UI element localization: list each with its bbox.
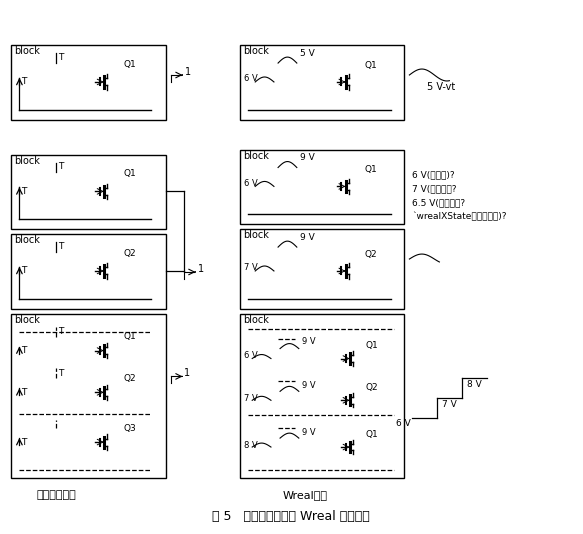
Bar [12,45,166,120]
Text: Q1: Q1 [124,60,136,68]
Bar [240,314,405,478]
Bar [12,234,166,309]
Text: T: T [58,52,64,61]
Text: 7 V: 7 V [442,400,457,409]
Text: Q1: Q1 [366,341,378,350]
Text: 6 V: 6 V [244,74,258,83]
Bar [12,314,166,478]
Text: Q1: Q1 [364,165,377,174]
Text: Q2: Q2 [124,248,136,257]
Text: block: block [243,46,269,56]
Text: 5 V-vt: 5 V-vt [427,82,455,92]
Text: T: T [58,327,64,336]
Text: 8 V: 8 V [244,441,258,450]
Text: Q1: Q1 [364,60,377,69]
Text: 9 V: 9 V [302,381,315,390]
Bar [240,229,405,309]
Text: www.ChinaAET.com: www.ChinaAET.com [265,291,374,301]
Text: 6 V: 6 V [244,179,258,188]
Text: T: T [58,162,64,171]
Text: T: T [22,187,27,196]
Text: block: block [15,46,40,56]
Text: T: T [22,346,27,355]
Text: Q1: Q1 [124,169,136,178]
Text: Q2: Q2 [124,374,136,383]
Text: 7 V(最大值）?: 7 V(最大值）? [412,184,457,193]
Text: 6 V: 6 V [396,419,410,428]
Text: Wreal模型: Wreal模型 [282,490,328,500]
Text: Q3: Q3 [124,423,136,433]
Text: block: block [15,155,40,166]
Text: Q1: Q1 [366,430,378,438]
Text: T: T [58,241,64,250]
Text: 6 V: 6 V [244,351,258,360]
Text: T: T [22,77,27,87]
Text: block: block [15,235,40,245]
Bar [12,154,166,229]
Text: 逻辑状态模型: 逻辑状态模型 [36,490,76,500]
Bar [240,45,405,120]
Text: block: block [15,315,40,325]
Text: 6.5 V(平均值）?: 6.5 V(平均值）? [412,198,465,207]
Text: 8 V: 8 V [467,380,482,389]
Text: 9 V: 9 V [302,428,315,437]
Text: 7 V: 7 V [244,263,258,272]
Text: 1: 1 [185,67,191,77]
Text: Q1: Q1 [124,332,136,341]
Text: T: T [22,437,27,446]
Text: Q2: Q2 [364,249,377,258]
Text: T: T [22,266,27,276]
Text: 1: 1 [198,264,203,274]
Text: T: T [22,388,27,397]
Bar [240,150,405,224]
Text: block: block [243,315,269,325]
Text: block: block [243,230,269,240]
Text: 9 V: 9 V [302,337,315,346]
Text: AET: AET [261,247,379,301]
Text: 6 V(最小值)?: 6 V(最小值)? [412,170,455,179]
Text: 9 V: 9 V [300,233,315,242]
Text: block: block [243,151,269,161]
Text: Q2: Q2 [366,383,378,392]
Text: 图 5   逻辑状态模型和 Wreal 模型对比: 图 5 逻辑状态模型和 Wreal 模型对比 [212,510,370,523]
Text: T: T [58,369,64,378]
Text: 7 V: 7 V [244,394,258,403]
Text: 5 V: 5 V [300,49,315,58]
Text: `wrealXState（发生竞争)?: `wrealXState（发生竞争)? [412,211,507,221]
Text: 9 V: 9 V [300,153,315,162]
Text: 1: 1 [184,368,189,379]
